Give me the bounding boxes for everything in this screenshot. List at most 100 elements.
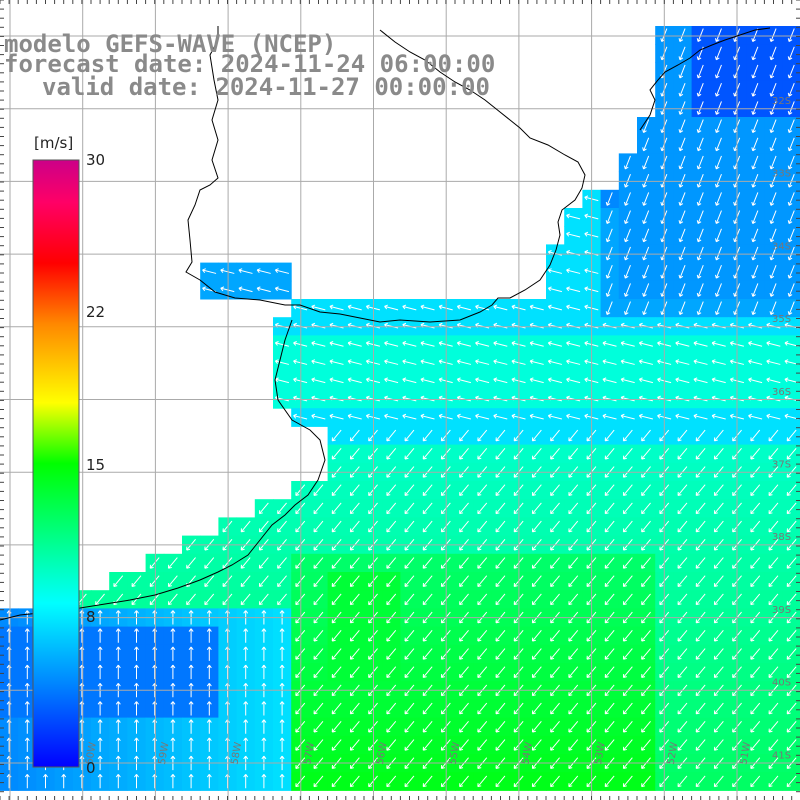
wind-arrow — [188, 719, 194, 734]
wind-arrow — [95, 593, 105, 606]
lon-label: 57W — [302, 741, 317, 765]
wind-arrow — [750, 666, 761, 678]
wind-arrow — [277, 520, 287, 533]
wind-arrow — [404, 648, 415, 660]
wind-arrow — [604, 484, 615, 496]
wind-arrow — [638, 341, 654, 347]
wind-arrow — [787, 101, 795, 115]
wind-arrow — [261, 774, 267, 789]
wind-arrow — [678, 228, 686, 243]
wind-arrow — [313, 575, 324, 587]
wind-arrow — [277, 593, 287, 606]
wind-arrow — [693, 359, 708, 365]
wind-arrow — [404, 720, 415, 733]
wind-arrow — [331, 775, 342, 788]
wind-arrow — [693, 413, 708, 420]
wind-arrow — [170, 646, 176, 661]
wind-arrow — [547, 359, 563, 365]
wind-arrow — [713, 666, 724, 678]
wind-arrow — [604, 629, 615, 642]
wind-arrow — [313, 775, 324, 788]
wind-arrow — [386, 520, 397, 533]
wind-arrow — [258, 557, 269, 569]
wind-arrow — [149, 575, 160, 587]
wind-arrow — [714, 155, 722, 170]
wind-arrow — [768, 648, 779, 660]
wind-arrow — [386, 720, 397, 733]
wind-arrow — [766, 377, 781, 384]
wind-arrow — [748, 377, 763, 384]
wind-arrow — [713, 629, 724, 642]
wind-arrow — [422, 447, 433, 460]
wind-arrow — [566, 231, 581, 238]
wind-arrow — [113, 575, 124, 587]
wind-arrow — [277, 575, 287, 587]
lon-label: 60W — [84, 741, 99, 765]
wind-arrow — [349, 593, 360, 606]
wind-arrow — [274, 286, 290, 293]
wind-arrow — [641, 593, 651, 606]
model-title: modelo GEFS-WAVE (NCEP) — [4, 30, 337, 58]
wind-arrow — [713, 593, 724, 606]
lat-label: 36S — [772, 387, 791, 398]
wind-arrow — [422, 739, 433, 751]
wind-arrow — [696, 119, 704, 134]
wind-arrow — [167, 575, 178, 587]
wind-arrow — [623, 155, 631, 170]
wind-arrow — [256, 286, 271, 293]
wind-arrow — [531, 502, 542, 515]
wind-arrow — [24, 719, 30, 734]
wind-arrow — [550, 502, 560, 515]
wind-arrow — [675, 413, 690, 420]
wind-arrow — [750, 447, 761, 460]
wind-arrow — [222, 593, 233, 606]
wind-arrow — [642, 119, 650, 134]
wind-arrow — [714, 174, 722, 188]
wind-arrow — [769, 137, 777, 152]
wind-arrow — [134, 701, 139, 716]
wind-arrow — [422, 502, 433, 515]
wind-arrow — [642, 137, 650, 152]
wind-arrow — [768, 775, 779, 788]
wind-arrow — [331, 666, 342, 678]
wind-arrow — [311, 359, 326, 365]
wind-arrow — [495, 720, 506, 733]
wind-arrow — [620, 377, 635, 384]
wind-arrow — [170, 664, 176, 680]
wind-arrow — [495, 593, 506, 606]
lat-label: 40S — [772, 678, 791, 689]
wind-arrow — [311, 304, 326, 311]
wind-arrow — [623, 301, 631, 316]
wind-arrow — [769, 283, 777, 297]
wind-arrow — [422, 557, 433, 569]
wind-arrow — [188, 628, 194, 643]
colorbar-unit: [m/s] — [34, 134, 74, 152]
wind-arrow — [313, 593, 324, 606]
wind-arrow — [769, 119, 777, 134]
wind-arrow — [786, 666, 797, 678]
wind-arrow — [696, 28, 704, 43]
wind-arrow — [477, 739, 488, 751]
wind-arrow — [695, 557, 706, 569]
wind-arrow — [477, 702, 488, 715]
wind-arrow — [386, 429, 397, 442]
wind-arrow — [495, 629, 506, 642]
wind-arrow — [787, 246, 795, 261]
wind-arrow — [568, 629, 579, 642]
wind-arrow — [331, 447, 342, 460]
wind-arrow — [695, 648, 706, 660]
wind-arrow — [495, 557, 506, 569]
wind-arrow — [751, 283, 759, 297]
wind-arrow — [566, 359, 581, 365]
wind-arrow — [206, 646, 212, 661]
wind-arrow — [750, 702, 761, 715]
wind-arrow — [641, 502, 651, 515]
wind-arrow — [238, 268, 253, 274]
wind-arrow — [475, 413, 490, 420]
wind-arrow — [604, 720, 615, 733]
wind-arrow — [420, 359, 435, 365]
wind-arrow — [693, 341, 708, 347]
wind-arrow — [459, 593, 469, 606]
wind-arrow — [751, 228, 759, 243]
wind-arrow — [787, 137, 795, 152]
